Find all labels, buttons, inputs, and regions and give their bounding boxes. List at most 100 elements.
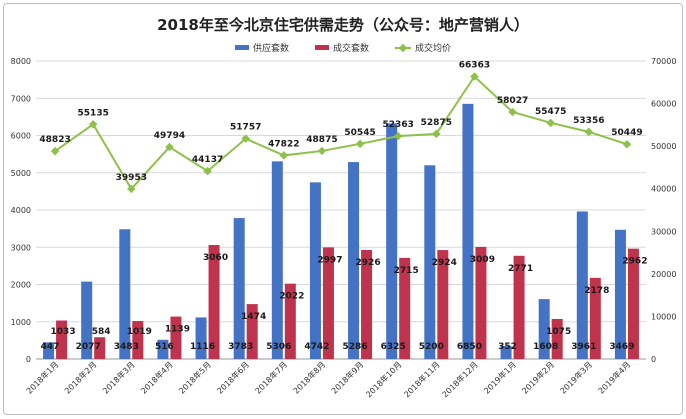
bar-deals [132, 321, 144, 359]
y-tick-right: 0 [651, 355, 656, 364]
x-tick: 2018年11月 [402, 359, 442, 399]
marker-price [165, 142, 174, 152]
data-label-price: 48875 [306, 135, 337, 145]
data-label-supply: 4742 [304, 342, 329, 352]
chart-title: 2018年至今北京住宅供需走势（公众号：地产营销人） [157, 16, 529, 34]
y-tick-right: 30000 [651, 227, 676, 236]
data-label-price: 50449 [611, 128, 642, 138]
data-label-deals: 1139 [165, 325, 190, 335]
bar-supply [271, 161, 283, 359]
bar-deals [437, 250, 449, 359]
data-label-price: 47822 [268, 139, 299, 149]
bar-deals [94, 337, 106, 359]
data-label-deals: 3060 [203, 253, 228, 263]
bar-supply [309, 182, 321, 359]
bar-deals [246, 304, 258, 359]
data-label-supply: 5306 [266, 342, 291, 352]
data-label-supply: 352 [498, 342, 517, 352]
data-label-deals: 2997 [317, 255, 342, 265]
x-tick: 2018年12月 [440, 359, 480, 399]
data-label-deals: 1474 [241, 312, 266, 322]
data-label-supply: 3469 [609, 342, 634, 352]
data-label-supply: 1116 [190, 342, 215, 352]
y-tick-right: 70000 [651, 57, 676, 66]
legend-label-deals: 成交套数 [332, 44, 369, 54]
x-tick: 2018年5月 [177, 359, 213, 395]
x-tick: 2019年2月 [520, 359, 556, 395]
legend-swatch-price [395, 43, 411, 52]
data-label-price: 39953 [116, 173, 147, 183]
data-label-price: 44137 [192, 155, 223, 165]
marker-price [393, 131, 403, 141]
x-tick: 2018年10月 [364, 359, 404, 399]
bar-supply [424, 165, 436, 359]
data-label-supply: 3483 [114, 342, 139, 352]
chart-legend: 供应套数 成交套数 成交均价 [0, 41, 686, 54]
marker-price [584, 127, 594, 137]
y-tick-left: 1000 [11, 318, 31, 327]
data-label-price: 49794 [154, 131, 185, 141]
bar-deals [284, 283, 296, 359]
data-label-supply: 6850 [457, 342, 482, 352]
data-label-supply: 6325 [381, 342, 406, 352]
data-label-deals: 2178 [584, 286, 609, 296]
bar-deals [399, 257, 411, 359]
bar-deals [56, 320, 68, 359]
y-tick-left: 2000 [11, 281, 31, 290]
bar-deals [322, 247, 334, 359]
data-label-deals: 2924 [432, 258, 457, 268]
y-tick-left: 7000 [11, 94, 31, 103]
marker-price [279, 151, 289, 160]
data-label-supply: 3783 [228, 342, 253, 352]
x-tick: 2019年1月 [482, 359, 518, 395]
x-tick: 2018年3月 [100, 359, 136, 395]
y-tick-left: 6000 [11, 132, 31, 141]
bar-supply [462, 103, 474, 360]
data-label-supply: 516 [155, 342, 174, 352]
x-tick: 2018年8月 [291, 359, 327, 395]
marker-price [127, 184, 136, 194]
bar-deals [513, 255, 525, 359]
marker-price [470, 72, 479, 81]
bar-supply [500, 345, 512, 359]
marker-price [241, 134, 250, 143]
marker-price [622, 139, 632, 149]
data-label-deals: 3009 [470, 255, 495, 265]
x-tick: 2019年4月 [596, 359, 632, 395]
marker-price [88, 120, 98, 129]
data-label-supply: 5200 [419, 342, 444, 352]
x-tick: 2018年9月 [329, 359, 365, 395]
data-label-supply: 447 [41, 342, 60, 352]
bar-deals [551, 318, 563, 359]
bar-supply [233, 218, 245, 359]
bar-supply [348, 162, 360, 359]
data-label-deals: 2962 [622, 257, 647, 267]
data-label-price: 55135 [78, 108, 109, 118]
y-tick-left: 8000 [11, 57, 31, 66]
x-tick: 2018年6月 [215, 359, 251, 395]
data-label-deals: 1033 [51, 327, 76, 337]
data-label-deals: 2022 [279, 292, 304, 302]
marker-price [50, 146, 60, 156]
legend-item-price: 成交均价 [395, 41, 451, 54]
y-tick-right: 60000 [651, 100, 676, 109]
data-label-price: 51757 [230, 123, 261, 133]
x-tick: 2019年3月 [558, 359, 594, 395]
y-tick-right: 10000 [651, 312, 676, 321]
data-label-price: 66363 [459, 60, 490, 70]
chart-frame [3, 3, 683, 415]
data-label-deals: 2715 [394, 266, 419, 276]
bar-supply [614, 229, 626, 359]
marker-price [355, 139, 365, 149]
legend-item-supply: 供应套数 [234, 41, 289, 54]
legend-swatch-deals [314, 45, 329, 50]
legend-swatch-supply [234, 45, 249, 50]
data-label-supply: 1608 [533, 342, 558, 352]
data-label-deals: 2771 [508, 264, 533, 274]
legend-item-deals: 成交套数 [314, 41, 369, 54]
bar-supply [43, 342, 55, 359]
bar-deals [208, 245, 220, 359]
bar-deals [589, 277, 601, 359]
data-label-supply: 3961 [571, 342, 596, 352]
